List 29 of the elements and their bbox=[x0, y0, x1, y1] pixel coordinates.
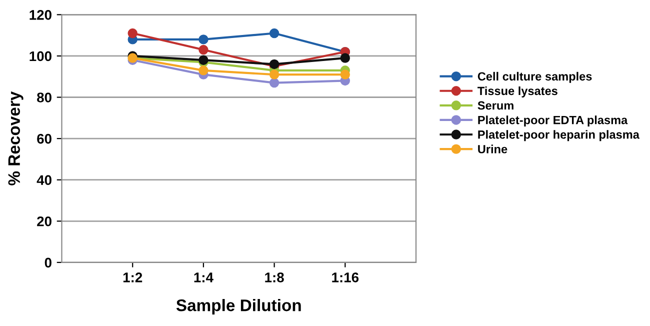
x-axis-title: Sample Dilution bbox=[176, 298, 301, 315]
point bbox=[198, 66, 208, 76]
point bbox=[269, 70, 280, 80]
legend-label: Platelet-poor EDTA plasma bbox=[478, 116, 628, 127]
point bbox=[198, 55, 208, 65]
y-tick-label: 100 bbox=[30, 51, 52, 62]
legend-label: Serum bbox=[478, 101, 514, 110]
legend-label: Cell culture samples bbox=[478, 72, 592, 83]
legend-label: Platelet-poor heparin plasma bbox=[478, 130, 640, 142]
x-tick-label: 1:8 bbox=[265, 272, 284, 282]
point bbox=[198, 34, 208, 44]
x-tick-label: 1:16 bbox=[332, 272, 359, 282]
point bbox=[128, 28, 138, 38]
y-tick-label: 60 bbox=[37, 134, 52, 144]
x-tick-label: 1:2 bbox=[123, 272, 142, 282]
y-tick-label: 40 bbox=[36, 175, 52, 186]
y-axis-title: % Recovery bbox=[8, 91, 24, 186]
legend-label: Tissue lysates bbox=[478, 86, 558, 98]
y-tick-label: 20 bbox=[37, 216, 52, 226]
y-tick-label: 120 bbox=[30, 10, 52, 20]
y-tick-label: 80 bbox=[37, 92, 52, 102]
point bbox=[340, 70, 350, 80]
point bbox=[340, 53, 350, 63]
x-tick-label: 1:4 bbox=[194, 272, 214, 282]
point bbox=[269, 78, 280, 88]
y-tick-label: 0 bbox=[44, 258, 52, 268]
point bbox=[269, 28, 280, 38]
legend-label: Urine bbox=[478, 144, 508, 154]
point bbox=[198, 44, 208, 55]
